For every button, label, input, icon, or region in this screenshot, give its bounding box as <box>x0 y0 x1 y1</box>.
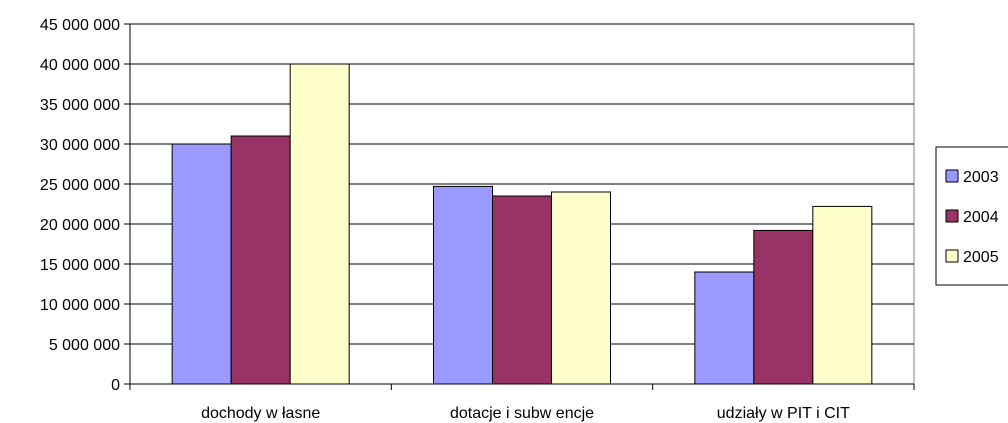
x-category-labels: dochody w łasne dotacje i subw encje udzia… <box>201 405 850 422</box>
legend-label-2004: 2004 <box>963 209 999 226</box>
axes <box>124 23 915 390</box>
bars <box>171 63 873 385</box>
bar-2005-3 <box>812 205 873 385</box>
y-tick-label: 25 000 000 <box>40 177 120 194</box>
legend-swatch-2003 <box>945 169 959 183</box>
legend-swatch-2005 <box>945 249 959 263</box>
y-tick-label: 5 000 000 <box>49 337 120 354</box>
y-tick-label: 45 000 000 <box>40 17 120 34</box>
legend-label-2005: 2005 <box>963 249 999 266</box>
bar-2004-2 <box>492 195 552 385</box>
y-tick-label: 15 000 000 <box>40 257 120 274</box>
x-category-label: dotacje i subw encje <box>450 405 594 422</box>
y-tick-label: 10 000 000 <box>40 297 120 314</box>
legend: 2003 2004 2005 <box>935 146 1008 286</box>
bar-2003-1 <box>171 143 232 385</box>
bar-2003-3 <box>694 271 755 385</box>
bar-2005-1 <box>289 63 350 385</box>
bar-2005-2 <box>551 191 611 385</box>
x-category-label: dochody w łasne <box>201 405 320 422</box>
y-tick-label: 35 000 000 <box>40 97 120 114</box>
y-tick-label: 40 000 000 <box>40 57 120 74</box>
y-tick-label: 20 000 000 <box>40 217 120 234</box>
y-tick-label: 30 000 000 <box>40 137 120 154</box>
bar-2004-1 <box>230 135 291 385</box>
x-category-label: udziały w PIT i CIT <box>717 405 850 422</box>
bar-2003-2 <box>433 185 493 385</box>
bar-2004-3 <box>753 229 814 385</box>
y-tick-labels: 0 5 000 000 10 000 000 15 000 000 20 000 000… <box>40 17 120 394</box>
legend-swatch-2004 <box>945 209 959 223</box>
y-tick-label: 0 <box>111 377 120 394</box>
legend-label-2003: 2003 <box>963 169 999 186</box>
